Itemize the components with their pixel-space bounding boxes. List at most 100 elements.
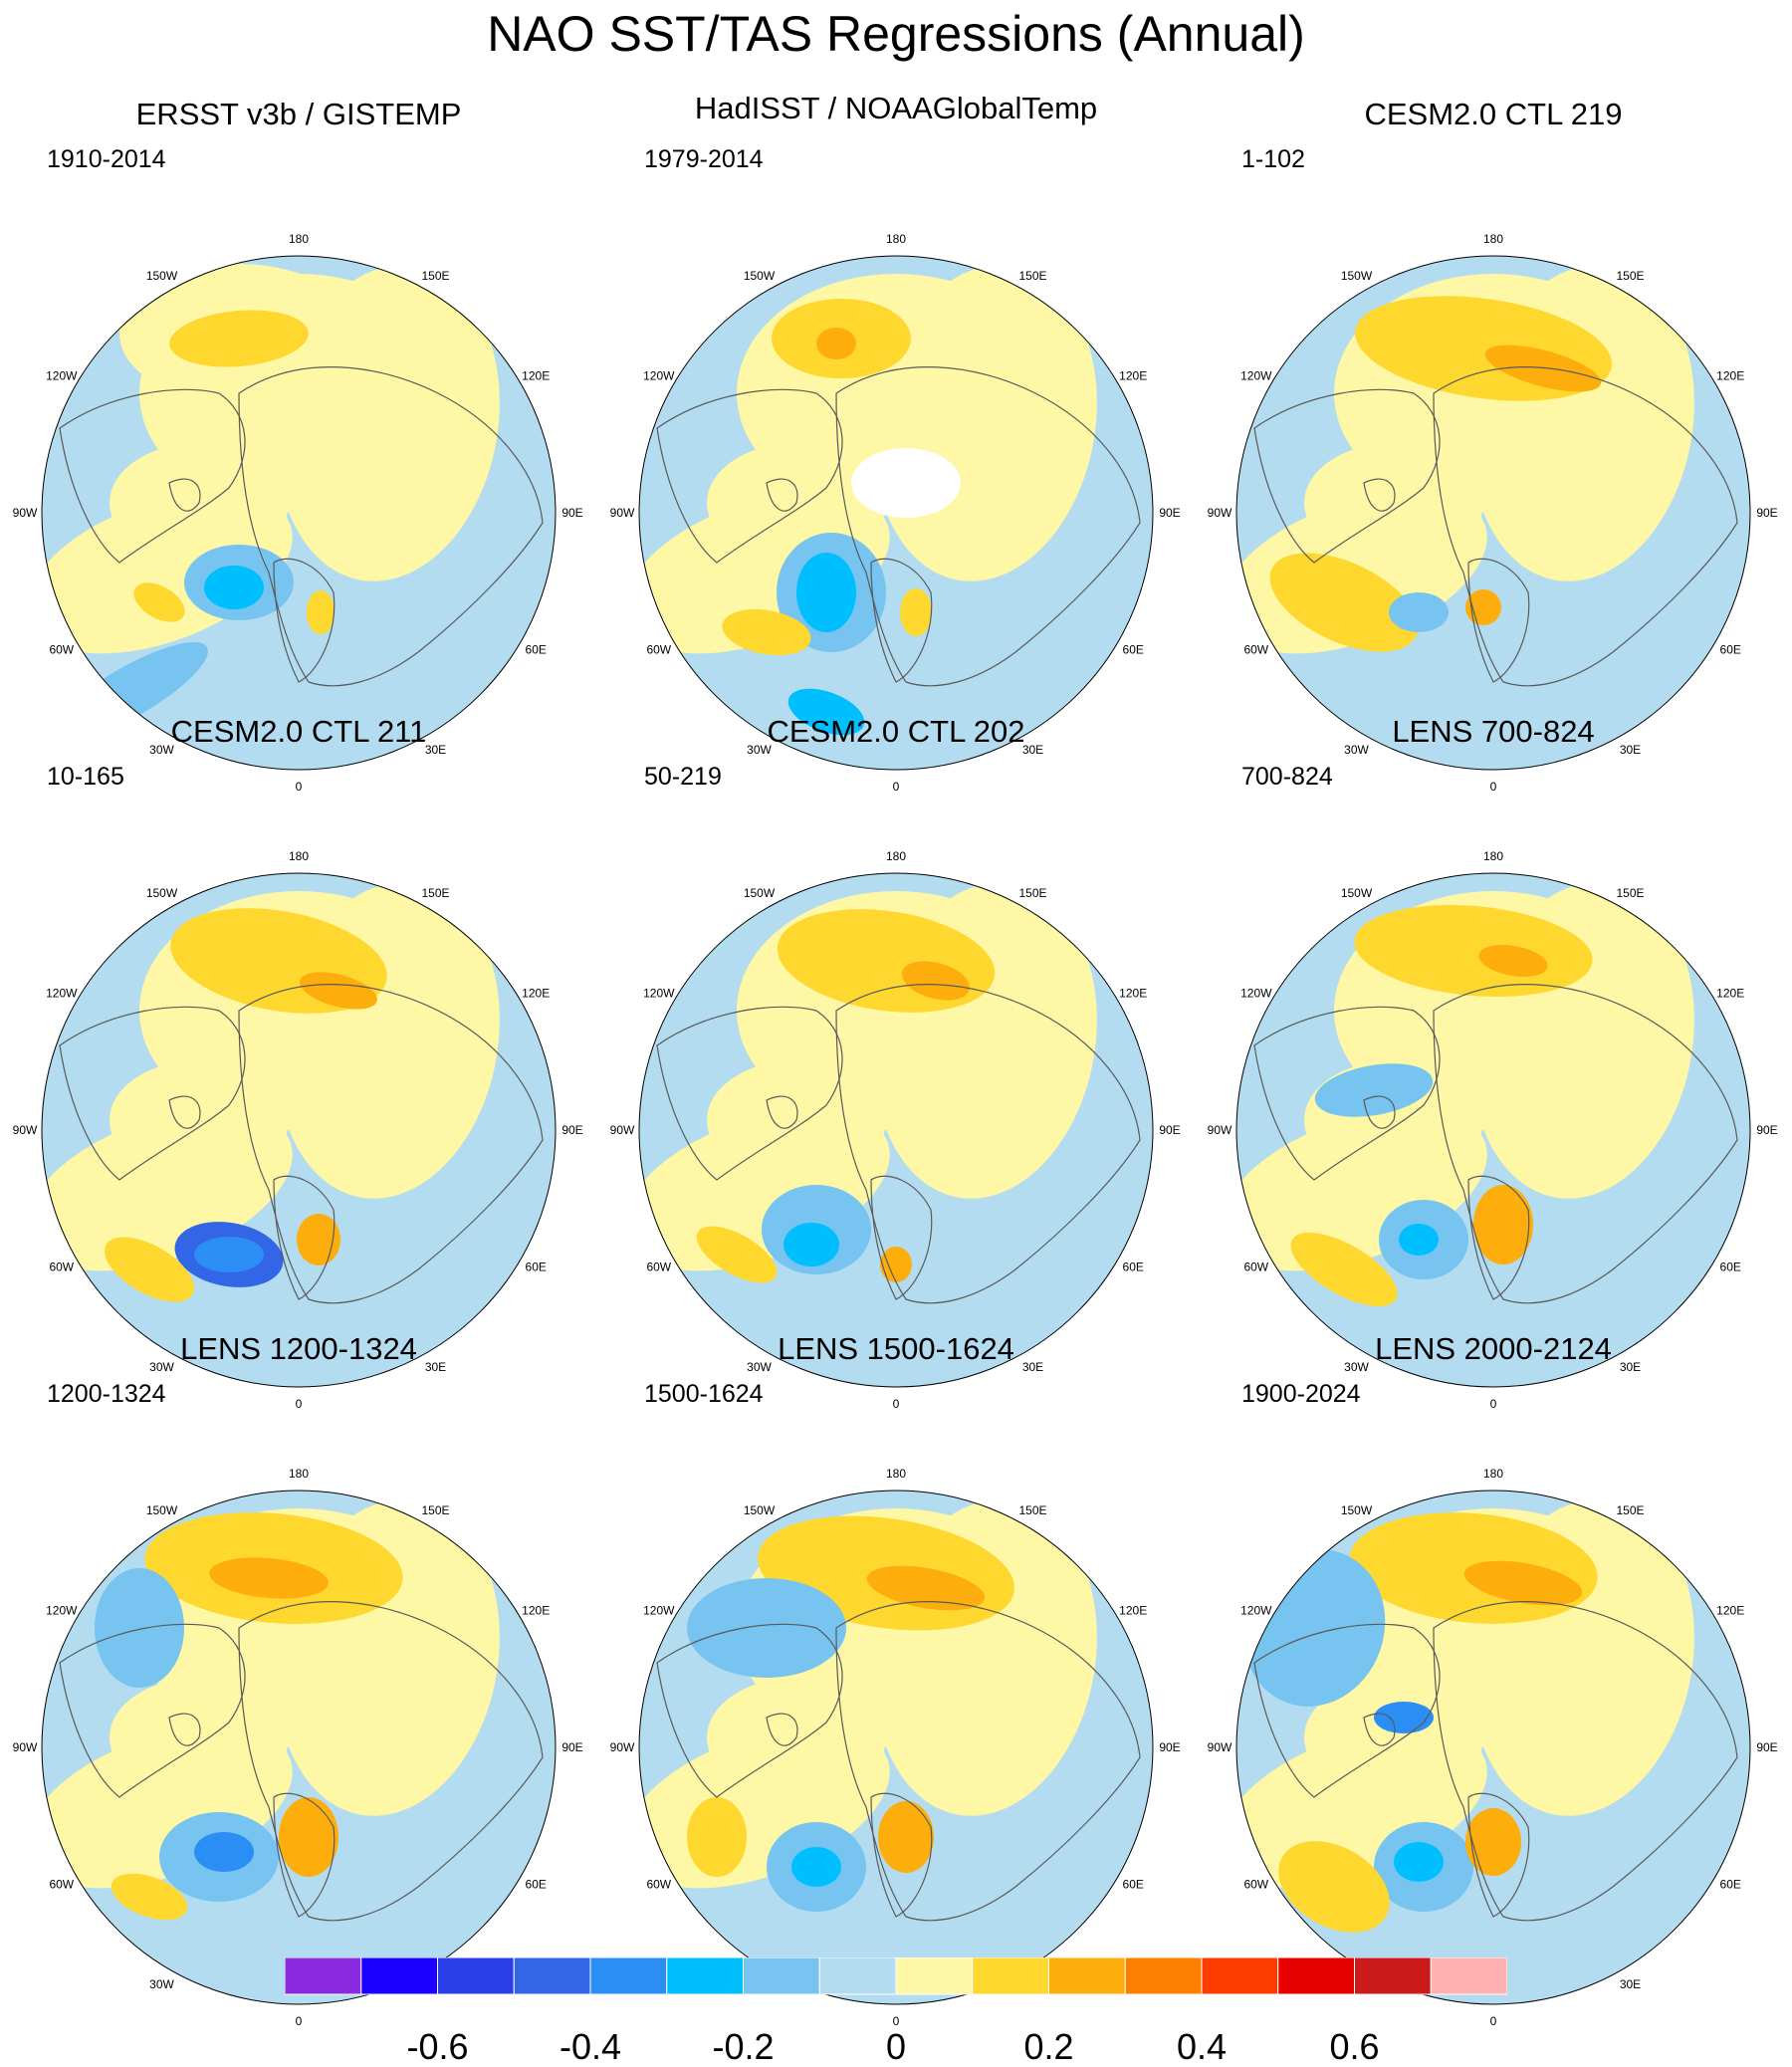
panel-period: 10-165 bbox=[47, 763, 124, 791]
longitude-label: 0 bbox=[893, 780, 900, 792]
panel-title: ERSST v3b / GISTEMP bbox=[135, 97, 462, 131]
longitude-label: 30E bbox=[425, 743, 446, 757]
colorbar-swatch bbox=[1277, 1957, 1355, 1995]
coastline bbox=[1467, 558, 1530, 683]
longitude-label: 150E bbox=[1616, 1503, 1644, 1517]
colorbar-tick-label: 0.2 bbox=[1023, 2026, 1074, 2067]
longitude-label: 0 bbox=[296, 1397, 303, 1409]
longitude-label: 60E bbox=[526, 1261, 547, 1274]
longitude-label: 150E bbox=[421, 886, 449, 900]
longitude-label: 60W bbox=[1243, 1261, 1268, 1274]
longitude-label: 90E bbox=[1756, 1123, 1777, 1137]
colorbar-tick-label: -0.4 bbox=[559, 2026, 622, 2067]
longitude-label: 90W bbox=[13, 506, 38, 520]
longitude-label: 180 bbox=[289, 849, 309, 863]
coastline bbox=[1467, 1175, 1530, 1300]
anomaly-region bbox=[816, 328, 856, 359]
longitude-label: 150E bbox=[1018, 1503, 1046, 1517]
colorbar-swatch bbox=[1201, 1957, 1279, 1995]
map-boundary bbox=[1235, 872, 1751, 1388]
longitude-label: 120E bbox=[1716, 987, 1744, 1001]
map-boundary bbox=[638, 872, 1154, 1388]
coastline bbox=[59, 1623, 246, 1798]
longitude-label: 120E bbox=[1119, 1604, 1147, 1618]
longitude-label: 90E bbox=[1159, 1123, 1180, 1137]
anomaly-region bbox=[1478, 945, 1548, 977]
panel-title: LENS 1200-1324 bbox=[180, 1331, 417, 1366]
longitude-label: 120W bbox=[46, 369, 78, 383]
longitude-label: 120W bbox=[643, 1604, 675, 1618]
panel-period: 1979-2014 bbox=[644, 145, 764, 173]
panel-period: 1910-2014 bbox=[47, 145, 166, 173]
longitude-label: 90W bbox=[1208, 1740, 1232, 1754]
longitude-label: 120W bbox=[1240, 987, 1272, 1001]
coastline bbox=[1253, 1623, 1441, 1798]
panel-title: LENS 700-824 bbox=[1392, 714, 1595, 749]
main-title: NAO SST/TAS Regressions (Annual) bbox=[487, 6, 1305, 62]
anomaly-region bbox=[1389, 592, 1449, 632]
anomaly-region bbox=[1290, 1233, 1398, 1306]
longitude-label: 120E bbox=[522, 987, 550, 1001]
longitude-label: 120W bbox=[1240, 1604, 1272, 1618]
coastline bbox=[835, 366, 1141, 687]
longitude-label: 0 bbox=[296, 780, 303, 792]
panel-title: CESM2.0 CTL 219 bbox=[1364, 97, 1623, 131]
map-boundary bbox=[638, 255, 1154, 771]
colorbar-swatch bbox=[972, 1957, 1049, 1995]
longitude-label: 60W bbox=[646, 1261, 671, 1274]
coastline bbox=[1363, 1095, 1396, 1129]
longitude-label: 60E bbox=[526, 1878, 547, 1892]
map-panel-4: 180 150E 120E 90E 60E 30E 0 30W 60W 90W 120W 150W C… bbox=[0, 712, 597, 1409]
colorbar-swatch bbox=[1124, 1957, 1203, 1995]
longitude-label: 90E bbox=[1159, 506, 1180, 520]
panel-period: 1-102 bbox=[1241, 145, 1305, 173]
anomaly-region bbox=[1473, 1185, 1533, 1264]
panel-title: HadISST / NOAAGlobalTemp bbox=[694, 91, 1098, 125]
longitude-label: 150W bbox=[744, 269, 776, 283]
longitude-label: 30E bbox=[1022, 743, 1043, 757]
longitude-label: 0 bbox=[1490, 1397, 1497, 1409]
panel-title: CESM2.0 CTL 211 bbox=[170, 714, 427, 749]
colorbar-tick-label: -0.6 bbox=[406, 2026, 469, 2067]
longitude-label: 150W bbox=[146, 886, 178, 900]
coastline bbox=[273, 558, 336, 683]
longitude-label: 150E bbox=[1018, 269, 1046, 283]
longitude-label: 150W bbox=[146, 1503, 178, 1517]
longitude-label: 120E bbox=[1716, 1604, 1744, 1618]
coastline bbox=[59, 388, 246, 564]
panel-period: 1500-1624 bbox=[644, 1380, 764, 1408]
colorbar-swatch bbox=[437, 1957, 515, 1995]
longitude-label: 120E bbox=[522, 1604, 550, 1618]
longitude-label: 120W bbox=[46, 987, 78, 1001]
anomaly-region bbox=[1278, 1841, 1390, 1933]
colorbar-swatch bbox=[1354, 1957, 1432, 1995]
coastline bbox=[870, 1175, 933, 1300]
anomaly-region bbox=[1269, 553, 1419, 652]
longitude-label: 0 bbox=[296, 2014, 303, 2026]
colorbar-tick-label: -0.2 bbox=[712, 2026, 775, 2067]
longitude-label: 30E bbox=[1620, 743, 1641, 757]
coastline bbox=[168, 1095, 201, 1129]
longitude-label: 180 bbox=[1483, 849, 1503, 863]
colorbar-swatch bbox=[666, 1957, 744, 1995]
longitude-label: 150W bbox=[1341, 886, 1373, 900]
longitude-label: 150E bbox=[1018, 886, 1046, 900]
anomaly-region bbox=[900, 588, 932, 636]
colorbar-swatch bbox=[743, 1957, 820, 1995]
colorbar-swatch bbox=[513, 1957, 591, 1995]
colorbar-swatch bbox=[285, 1957, 362, 1995]
anomaly-region bbox=[1463, 1560, 1583, 1606]
longitude-label: 30W bbox=[149, 1977, 174, 1991]
longitude-label: 90E bbox=[1159, 1740, 1180, 1754]
anomaly-region bbox=[194, 1832, 254, 1872]
colorbar-swatch bbox=[589, 1957, 668, 1995]
coastline bbox=[273, 1792, 336, 1918]
anomaly-region bbox=[696, 1226, 778, 1283]
longitude-label: 120E bbox=[1119, 369, 1147, 383]
longitude-label: 30W bbox=[149, 1360, 174, 1374]
coastline bbox=[1467, 1792, 1530, 1918]
anomaly-region bbox=[866, 1565, 986, 1611]
